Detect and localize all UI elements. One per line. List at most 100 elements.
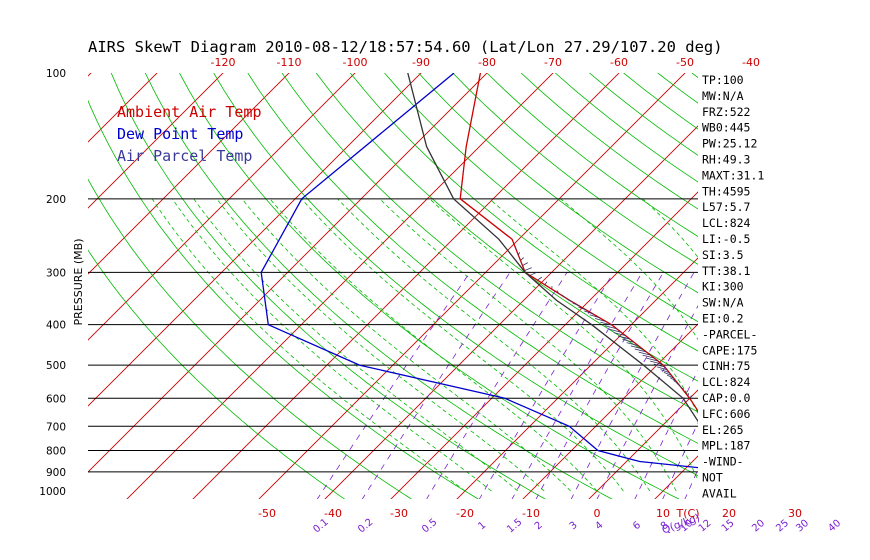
series-line-dew-point-temp bbox=[260, 73, 698, 469]
pressure-tick-label: 500 bbox=[46, 360, 66, 372]
top-temp-tick-label: -40 bbox=[742, 56, 760, 69]
cape-hatch bbox=[613, 332, 626, 337]
moist-adiabat-line bbox=[151, 198, 466, 492]
dry-adiabat-line bbox=[520, 73, 698, 210]
mixing-ratio-tick-label: 25 bbox=[774, 518, 791, 535]
moist-adiabat-line bbox=[241, 198, 571, 492]
series-line-air-parcel-temp bbox=[407, 73, 698, 423]
mixing-ratio-line bbox=[781, 272, 870, 500]
dry-adiabat-line bbox=[418, 73, 698, 294]
bottom-temp-tick-label: 30 bbox=[788, 507, 802, 520]
cape-hatch bbox=[514, 246, 517, 251]
moist-adiabat-line bbox=[489, 198, 698, 415]
pressure-tick-label: 700 bbox=[46, 421, 66, 433]
bottom-temp-tick-label: -20 bbox=[456, 507, 474, 520]
top-temp-tick-label: -80 bbox=[478, 56, 496, 69]
cape-hatch bbox=[634, 348, 647, 353]
index-entry: LFC:606 bbox=[702, 407, 751, 421]
index-entry: TT:38.1 bbox=[702, 264, 751, 278]
cape-hatch bbox=[646, 357, 659, 362]
mixing-ratio-tick-label: 30 bbox=[794, 518, 811, 535]
cape-hatch bbox=[673, 380, 679, 384]
dry-adiabat-line bbox=[88, 99, 479, 499]
mixing-ratio-line bbox=[801, 272, 870, 500]
mixing-ratio-line bbox=[570, 272, 695, 499]
mixing-ratio-tick-label: 1 bbox=[476, 520, 488, 533]
index-entry: SI:3.5 bbox=[702, 248, 744, 262]
x-axis-label: T(C) bbox=[676, 507, 700, 520]
mixing-ratio-line bbox=[478, 272, 614, 499]
index-entry: LCL:824 bbox=[702, 375, 751, 389]
index-entry: MAXT:31.1 bbox=[702, 168, 764, 182]
isotherm-line bbox=[88, 73, 422, 407]
cape-hatch bbox=[566, 298, 573, 303]
cape-hatch bbox=[522, 262, 528, 267]
mixing-ratio-tick-label: 3 bbox=[568, 520, 580, 533]
index-entry: KI:300 bbox=[702, 280, 744, 294]
index-entry: PW:25.12 bbox=[702, 137, 757, 151]
mixing-ratio-line bbox=[316, 272, 471, 499]
mixing-ratio-line bbox=[511, 272, 643, 499]
cape-hatch bbox=[578, 306, 587, 311]
mixing-ratio-line bbox=[833, 272, 870, 500]
legend: Ambient Air Temp Dew Point Temp Air Parcel… bbox=[117, 103, 262, 165]
mixing-ratio-line bbox=[684, 468, 698, 499]
mixing-ratio-tick-label: 0.5 bbox=[420, 517, 439, 536]
cape-hatch bbox=[589, 314, 600, 319]
isotherm-line bbox=[852, 64, 870, 500]
moist-adiabat-line bbox=[193, 198, 519, 492]
top-temp-tick-label: -60 bbox=[610, 56, 628, 69]
isotherm-line bbox=[258, 73, 686, 499]
top-temp-tick-label: -50 bbox=[676, 56, 694, 69]
mixing-ratio-line bbox=[596, 305, 698, 499]
dry-adiabat-line bbox=[349, 73, 698, 352]
pressure-tick-label: 400 bbox=[46, 320, 66, 332]
bottom-temp-tick-label: 20 bbox=[722, 507, 736, 520]
pressure-tick-label: 900 bbox=[46, 467, 66, 479]
moist-adiabat-line bbox=[171, 198, 492, 492]
index-entry: LCL:824 bbox=[702, 216, 751, 230]
cape-hatch bbox=[622, 338, 635, 343]
bottom-temp-tick-label: -50 bbox=[258, 507, 276, 520]
index-entry: AVAIL bbox=[702, 486, 737, 500]
mixing-ratio-line bbox=[361, 272, 511, 499]
cape-hatch bbox=[520, 257, 524, 261]
mixing-ratio-tick-label: 4 bbox=[594, 520, 606, 533]
dry-adiabat-line bbox=[179, 73, 680, 499]
dry-adiabat-line bbox=[213, 73, 698, 477]
isotherm-line bbox=[88, 73, 290, 275]
mixing-ratio-line bbox=[535, 272, 664, 499]
dry-adiabat-line bbox=[144, 73, 613, 499]
index-entry: EI:0.2 bbox=[702, 312, 744, 326]
dry-adiabat-line bbox=[247, 73, 698, 444]
isotherm-line bbox=[88, 73, 158, 143]
dry-adiabat-line bbox=[760, 73, 870, 500]
mixing-ratio-tick-label: 8 bbox=[659, 520, 671, 533]
bottom-temp-tick-label: -10 bbox=[522, 507, 540, 520]
isotherm-line bbox=[88, 73, 92, 77]
chart-title: AIRS SkewT Diagram 2010-08-12/18:57:54.6… bbox=[88, 38, 723, 56]
cape-hatch bbox=[650, 360, 663, 365]
isobar-lines bbox=[88, 198, 698, 473]
cape-hatch bbox=[572, 302, 580, 307]
mixing-ratio-tick-label: 6 bbox=[631, 520, 643, 533]
index-entry: LI:-0.5 bbox=[702, 232, 750, 246]
stability-indices: TP:100 MW:N/A FRZ:522 WB0:445 PW:25.12 RH:49.… bbox=[702, 73, 764, 500]
index-entry: CAPE:175 bbox=[702, 343, 757, 357]
index-entry: MW:N/A bbox=[702, 89, 744, 103]
mixing-ratio-line bbox=[662, 422, 698, 499]
index-entry: TP:100 bbox=[702, 73, 744, 87]
cape-hatch bbox=[630, 345, 643, 350]
isotherm-line bbox=[126, 73, 554, 499]
index-entry: SW:N/A bbox=[702, 296, 744, 310]
pressure-tick-label: 1000 bbox=[39, 486, 66, 498]
bottom-temp-tick-label: 0 bbox=[594, 507, 601, 520]
moist-adiabat-line bbox=[337, 198, 651, 492]
index-entry: RH:49.3 bbox=[702, 153, 751, 167]
index-entry: -PARCEL- bbox=[702, 327, 757, 341]
isotherm-line bbox=[192, 73, 620, 499]
dry-adiabat-line bbox=[88, 178, 413, 499]
legend-entry: Air Parcel Temp bbox=[117, 147, 252, 165]
